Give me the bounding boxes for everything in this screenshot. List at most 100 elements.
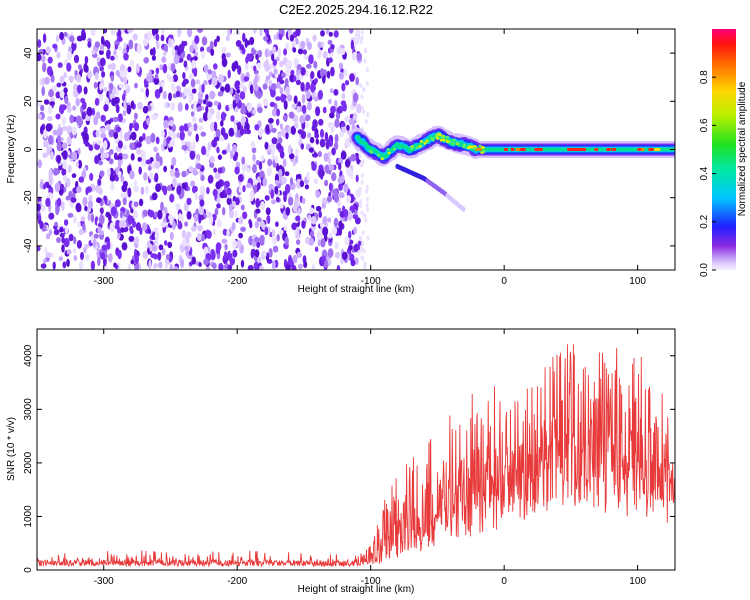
- noise-cell: [317, 53, 321, 59]
- noise-cell: [110, 206, 117, 217]
- noise-cell: [129, 142, 136, 151]
- noise-cell: [56, 141, 62, 152]
- signal-cell: [415, 146, 419, 150]
- noise-cell: [258, 127, 263, 138]
- noise-cell: [339, 211, 346, 218]
- noise-cell: [278, 168, 283, 179]
- noise-cell: [236, 239, 242, 249]
- noise-cell: [297, 129, 304, 135]
- noise-cell: [232, 144, 238, 153]
- signal-peak-cell: [637, 148, 643, 151]
- noise-cell: [234, 80, 241, 90]
- noise-cell: [77, 147, 81, 155]
- noise-cell: [252, 109, 257, 115]
- noise-cell: [61, 116, 67, 126]
- noise-cell: [136, 148, 142, 155]
- noise-cell: [175, 90, 181, 98]
- noise-cell: [169, 139, 176, 147]
- noise-cell: [333, 194, 340, 203]
- noise-cell: [114, 44, 119, 50]
- signal-peak-cell: [581, 148, 586, 151]
- noise-cell: [352, 213, 359, 220]
- colorbar-gradient: [712, 29, 736, 270]
- noise-cell: [271, 260, 276, 270]
- noise-cell: [257, 106, 263, 114]
- noise-cell: [110, 62, 116, 71]
- noise-cell: [93, 233, 99, 239]
- noise-cell: [101, 244, 108, 251]
- noise-cell: [63, 237, 70, 248]
- noise-cell: [205, 266, 211, 270]
- noise-cell: [98, 188, 103, 196]
- noise-cell: [52, 84, 57, 92]
- noise-cell: [159, 64, 164, 71]
- noise-cell: [280, 128, 287, 136]
- noise-cell: [250, 141, 256, 149]
- noise-cell: [207, 112, 212, 121]
- noise-cell: [125, 83, 129, 90]
- colorbar-ticks: 0.0 0.2 0.4 0.6 0.8: [699, 70, 716, 277]
- noise-cell: [96, 139, 102, 146]
- noise-cell: [328, 31, 333, 37]
- noise-cell: [338, 182, 343, 191]
- noise-cell: [227, 29, 231, 38]
- noise-cell: [314, 246, 319, 252]
- noise-cell: [270, 189, 275, 199]
- noise-cell: [205, 94, 209, 100]
- noise-cell: [175, 203, 181, 212]
- noise-cell: [297, 101, 301, 107]
- noise-cell: [295, 148, 300, 156]
- signal-peak-cell: [468, 145, 476, 149]
- noise-cell: [188, 73, 194, 80]
- noise-cell: [257, 182, 261, 190]
- noise-cell: [318, 168, 323, 178]
- noise-cell: [182, 72, 186, 80]
- noise-cell: [168, 37, 172, 48]
- noise-cell: [233, 60, 239, 69]
- noise-cell: [366, 112, 370, 118]
- noise-cell: [105, 211, 111, 218]
- noise-cell: [151, 55, 156, 61]
- noise-cell: [283, 100, 288, 110]
- noise-cell: [142, 132, 146, 141]
- noise-cell: [77, 159, 83, 169]
- noise-cell: [147, 228, 151, 234]
- noise-cell: [303, 54, 309, 60]
- noise-cell: [48, 89, 54, 98]
- noise-cell: [107, 252, 113, 263]
- noise-cell: [317, 151, 322, 158]
- noise-cell: [355, 174, 359, 183]
- noise-cell: [117, 226, 122, 235]
- noise-cell: [67, 212, 74, 218]
- x-tick-label: -100: [361, 576, 381, 587]
- signal-cell: [439, 138, 443, 142]
- noise-cell: [40, 55, 46, 63]
- noise-cell: [70, 197, 77, 203]
- noise-cell: [171, 124, 176, 133]
- noise-cell: [62, 150, 68, 160]
- noise-cell: [300, 143, 305, 150]
- noise-cell: [84, 56, 89, 64]
- noise-cell: [90, 213, 95, 223]
- noise-cell: [272, 235, 277, 245]
- x-tick-label: -200: [227, 576, 247, 587]
- noise-cell: [66, 249, 72, 255]
- noise-cell: [145, 159, 151, 165]
- noise-cell: [327, 57, 333, 63]
- noise-cell: [48, 135, 53, 145]
- noise-cell: [338, 220, 343, 230]
- noise-cell: [187, 122, 192, 128]
- noise-cell: [206, 187, 210, 195]
- noise-cell: [299, 180, 305, 188]
- noise-cell: [305, 81, 311, 91]
- noise-cell: [140, 87, 145, 93]
- y-tick-label: 0: [23, 567, 34, 573]
- signal-peak-cell: [515, 148, 521, 151]
- noise-cell: [249, 191, 254, 202]
- noise-cell: [127, 66, 132, 73]
- noise-cell: [82, 223, 86, 231]
- noise-cell: [177, 222, 183, 230]
- noise-cell: [300, 40, 306, 50]
- noise-cell: [120, 227, 125, 233]
- noise-cell: [130, 59, 134, 67]
